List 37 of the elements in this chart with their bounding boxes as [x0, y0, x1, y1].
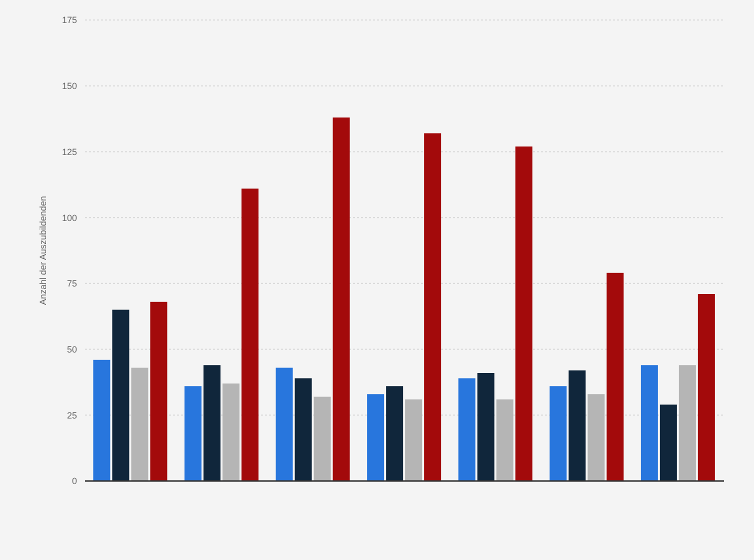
- y-tick-label: 50: [66, 344, 77, 354]
- bar: [405, 399, 422, 481]
- bar: [332, 117, 350, 481]
- bar: [660, 404, 677, 481]
- bar: [496, 399, 514, 481]
- bar: [184, 386, 202, 481]
- bar: [150, 302, 168, 481]
- bar: [294, 378, 312, 481]
- bar: [568, 370, 586, 481]
- y-tick-label: 75: [66, 278, 77, 289]
- y-tick-label: 25: [66, 410, 77, 420]
- y-tick-label: 125: [62, 146, 77, 157]
- bar: [678, 365, 696, 481]
- bar: [276, 368, 293, 481]
- bar: [386, 386, 404, 481]
- bar: [550, 386, 567, 481]
- bar: [588, 394, 605, 481]
- y-tick-label: 175: [62, 15, 77, 26]
- y-tick-label: 100: [62, 212, 77, 223]
- y-axis-title: Anzahl der Auszubildenden: [38, 196, 48, 306]
- bar: [112, 310, 130, 481]
- bar: [222, 384, 240, 481]
- bar: [242, 188, 258, 481]
- bar: [424, 133, 442, 481]
- bar: [314, 396, 331, 481]
- y-tick-label: 150: [62, 81, 77, 92]
- bar: [93, 360, 110, 481]
- bar: [367, 394, 384, 481]
- bar: [458, 378, 476, 481]
- bar: [515, 146, 532, 481]
- bar: [204, 365, 220, 481]
- bar: [698, 294, 715, 481]
- bar: [131, 368, 148, 481]
- y-tick-label: 0: [72, 476, 77, 486]
- bar: [477, 372, 494, 481]
- bar: [640, 365, 658, 481]
- bar: [606, 272, 624, 481]
